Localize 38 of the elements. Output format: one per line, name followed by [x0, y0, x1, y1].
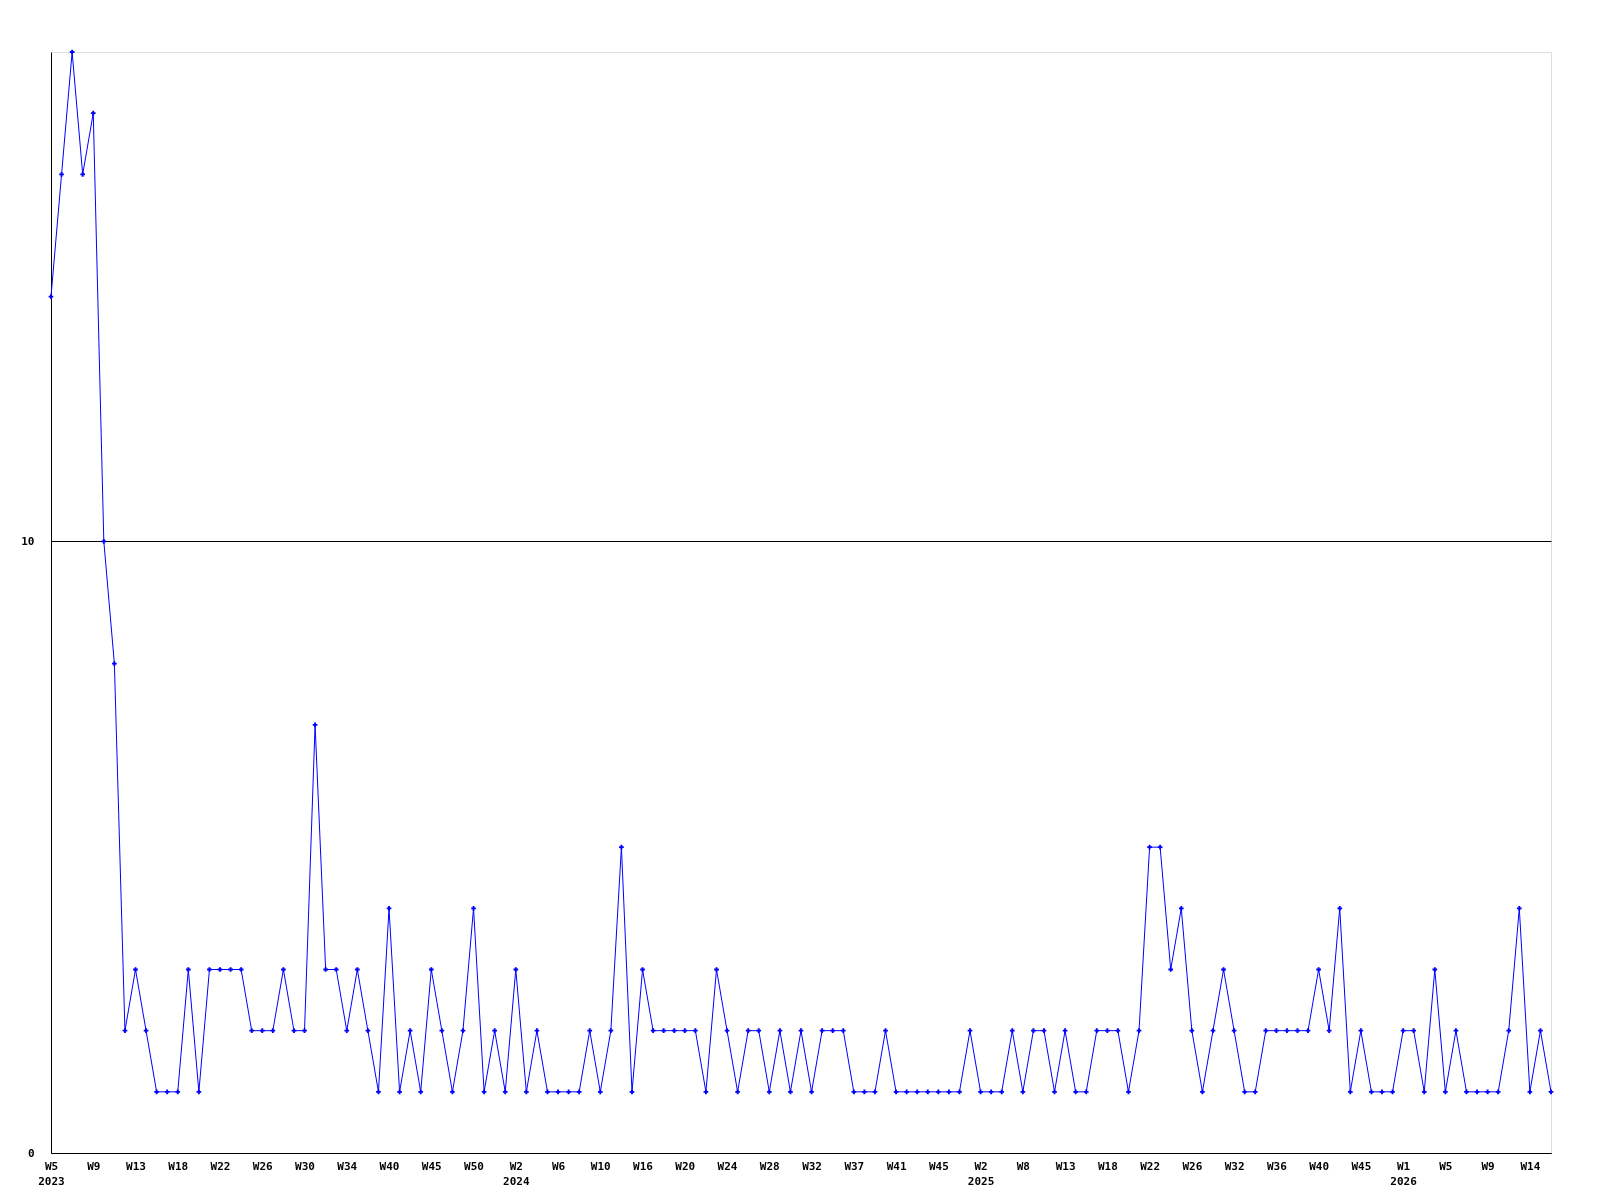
y-tick-label: 10: [21, 534, 35, 548]
x-tick-label: W6: [551, 1159, 566, 1173]
x-tick-label: W32: [1224, 1159, 1245, 1173]
x-tick-label: W24: [717, 1159, 738, 1173]
x-tick-label: W30: [295, 1159, 315, 1173]
x-tick-label: W45: [421, 1159, 442, 1173]
x-tick-label: W37: [844, 1159, 865, 1173]
x-tick-label: W5: [1439, 1159, 1453, 1173]
x-tick-label: W13: [1055, 1159, 1076, 1173]
x-tick-label: W5 2023: [38, 1159, 65, 1188]
x-tick-label: W18: [168, 1159, 189, 1173]
x-tick-label: W13: [126, 1159, 146, 1173]
x-tick-label: W9: [87, 1159, 101, 1173]
x-tick-label: W40: [1309, 1159, 1330, 1173]
x-tick-label: W9: [1481, 1159, 1495, 1173]
x-tick-label: W8: [1016, 1159, 1030, 1173]
x-tick-label: W34: [337, 1159, 358, 1173]
x-tick-label: W32: [802, 1159, 822, 1173]
x-tick-label: W26: [1182, 1159, 1203, 1173]
x-tick-label: W18: [1097, 1159, 1118, 1173]
x-tick-label: W20: [675, 1159, 696, 1173]
x-tick-label: W41: [886, 1159, 907, 1173]
x-tick-label: W45: [928, 1159, 949, 1173]
x-tick-label: W16: [633, 1159, 654, 1173]
x-tick-label: W36: [1266, 1159, 1288, 1173]
x-tick-label: W14: [1520, 1159, 1541, 1173]
x-tick-label: W50: [464, 1159, 484, 1173]
x-tick-label: W2 2024: [503, 1159, 530, 1188]
x-tick-label: W45: [1351, 1159, 1372, 1173]
x-tick-label: W26: [252, 1159, 274, 1173]
x-tick-label: W22: [210, 1159, 231, 1173]
x-tick-label: W40: [379, 1159, 400, 1173]
y-tick-label: 0: [27, 1146, 35, 1160]
x-tick-label: W28: [759, 1159, 780, 1173]
x-tick-label: W1 2026: [1390, 1159, 1418, 1188]
x-tick-label: W2 2025: [967, 1159, 995, 1188]
x-tick-label: W22: [1140, 1159, 1161, 1173]
x-tick-label: W10: [590, 1159, 611, 1173]
